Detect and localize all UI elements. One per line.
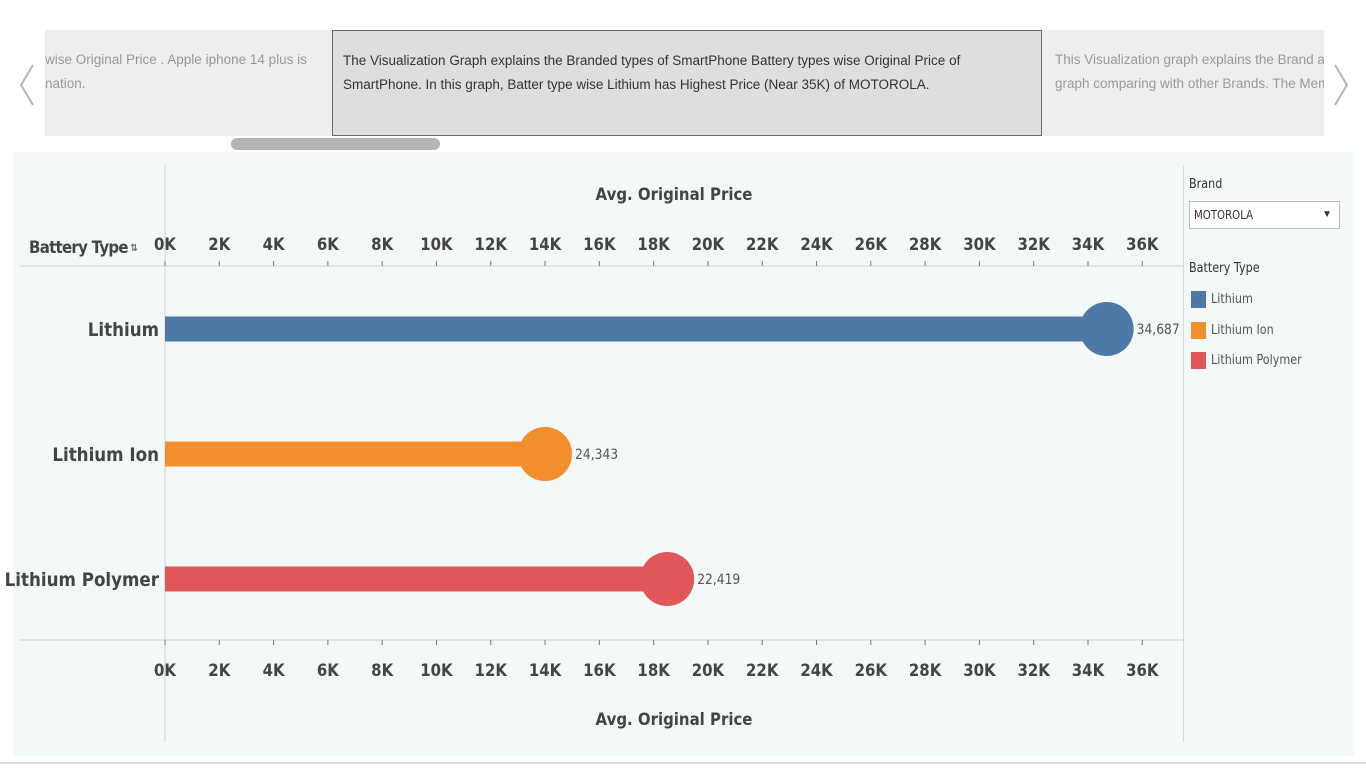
- legend-swatch: [1191, 290, 1206, 308]
- x-tick-label-bottom: 32K: [1017, 660, 1050, 680]
- legend-item-lithium-polymer[interactable]: Lithium Polymer: [1191, 350, 1316, 370]
- legend-title: Battery Type: [1189, 261, 1260, 276]
- brand-filter-dropdown[interactable]: MOTOROLA ▼: [1189, 201, 1340, 229]
- story-point-next-line1: This Visualization graph explains the Br…: [1055, 52, 1324, 67]
- chevron-right-icon: [1334, 64, 1349, 106]
- x-tick-label-bottom: 20K: [692, 660, 725, 680]
- brand-filter-title: Brand: [1189, 177, 1223, 192]
- x-tick-label-bottom: 0K: [154, 660, 177, 680]
- x-tick-label-bottom: 24K: [800, 660, 833, 680]
- x-tick-label-top: 30K: [963, 234, 996, 254]
- page-bottom-border: [0, 762, 1366, 764]
- x-tick-label-top: 24K: [800, 234, 833, 254]
- x-tick-label-top: 26K: [855, 234, 888, 254]
- legend-label: Lithium Polymer: [1211, 352, 1302, 368]
- x-tick-label-top: 36K: [1126, 234, 1159, 254]
- x-tick-label-bottom: 16K: [583, 660, 616, 680]
- story-points-strip: wise Original Price . Apple iphone 14 pl…: [45, 30, 1324, 136]
- x-tick-label-bottom: 8K: [371, 660, 394, 680]
- x-tick-label-top: 28K: [909, 234, 942, 254]
- data-label: 34,687: [1137, 322, 1180, 338]
- x-tick-label-bottom: 30K: [963, 660, 996, 680]
- bar-0: [165, 316, 1107, 342]
- bar-2: [165, 566, 668, 592]
- x-tick-label-bottom: 10K: [420, 660, 453, 680]
- x-tick-label-bottom: 12K: [475, 660, 508, 680]
- legend-swatch: [1191, 351, 1206, 369]
- category-label: Lithium Ion: [52, 444, 159, 466]
- story-point-previous[interactable]: wise Original Price . Apple iphone 14 pl…: [45, 30, 331, 136]
- legend-swatch: [1191, 321, 1206, 339]
- x-tick-label-top: 32K: [1017, 234, 1050, 254]
- sort-az-icon[interactable]: ⇅: [130, 242, 138, 254]
- x-tick-label-bottom: 14K: [529, 660, 562, 680]
- x-tick-label-top: 2K: [208, 234, 231, 254]
- x-tick-label-top: 14K: [529, 234, 562, 254]
- data-label: 24,343: [575, 447, 618, 463]
- story-point-active-text: The Visualization Graph explains the Bra…: [343, 53, 961, 92]
- x-tick-label-top: 6K: [317, 234, 340, 254]
- x-tick-label-bottom: 34K: [1072, 660, 1105, 680]
- data-label: 22,419: [697, 572, 740, 588]
- x-tick-label-bottom: 36K: [1126, 660, 1159, 680]
- x-tick-label-bottom: 18K: [637, 660, 670, 680]
- next-story-arrow[interactable]: [1326, 55, 1356, 115]
- bar-end-circle-0: [1079, 302, 1134, 356]
- x-axis-title-top: Avg. Original Price: [596, 184, 753, 204]
- x-tick-label-top: 10K: [420, 234, 453, 254]
- bar-end-circle-2: [640, 552, 695, 606]
- story-point-previous-text: wise Original Price . Apple iphone 14 pl…: [45, 52, 307, 91]
- legend-label: Lithium: [1211, 291, 1253, 307]
- x-tick-label-top: 18K: [637, 234, 670, 254]
- x-tick-label-bottom: 4K: [263, 660, 286, 680]
- x-tick-label-bottom: 22K: [746, 660, 779, 680]
- bar-1: [165, 441, 546, 467]
- x-tick-label-top: 16K: [583, 234, 616, 254]
- dropdown-caret-icon: ▼: [1322, 209, 1332, 220]
- category-label: Lithium Polymer: [5, 569, 160, 591]
- story-point-next[interactable]: This Visualization graph explains the Br…: [1045, 30, 1324, 136]
- x-tick-label-top: 12K: [475, 234, 508, 254]
- category-label: Lithium: [88, 319, 159, 341]
- x-axis-title-bottom: Avg. Original Price: [596, 709, 753, 729]
- legend-label: Lithium Ion: [1211, 322, 1274, 338]
- legend-item-lithium[interactable]: Lithium: [1191, 289, 1260, 309]
- x-tick-label-top: 4K: [263, 234, 286, 254]
- previous-story-arrow[interactable]: [12, 55, 42, 115]
- legend-panel: Brand MOTOROLA ▼ Battery Type Lithium Li…: [1183, 165, 1355, 742]
- x-tick-label-top: 0K: [154, 234, 177, 254]
- row-header-battery-type[interactable]: Battery Type ⇅: [29, 238, 138, 258]
- legend-item-lithium-ion[interactable]: Lithium Ion: [1191, 320, 1284, 340]
- bar-end-circle-1: [518, 427, 573, 481]
- x-tick-label-bottom: 6K: [317, 660, 340, 680]
- row-header-label: Battery Type: [29, 238, 129, 258]
- story-scrollbar-thumb[interactable]: [231, 138, 440, 150]
- story-point-next-line2: graph comparing with other Brands. The M…: [1055, 76, 1324, 91]
- x-tick-label-top: 8K: [371, 234, 394, 254]
- story-point-active[interactable]: The Visualization Graph explains the Bra…: [332, 30, 1042, 136]
- x-tick-label-bottom: 2K: [208, 660, 231, 680]
- brand-filter-value: MOTOROLA: [1194, 208, 1254, 222]
- chevron-left-icon: [19, 64, 34, 106]
- x-tick-label-top: 22K: [746, 234, 779, 254]
- x-tick-label-bottom: 26K: [855, 660, 888, 680]
- x-tick-label-top: 20K: [692, 234, 725, 254]
- x-tick-label-bottom: 28K: [909, 660, 942, 680]
- x-tick-label-top: 34K: [1072, 234, 1105, 254]
